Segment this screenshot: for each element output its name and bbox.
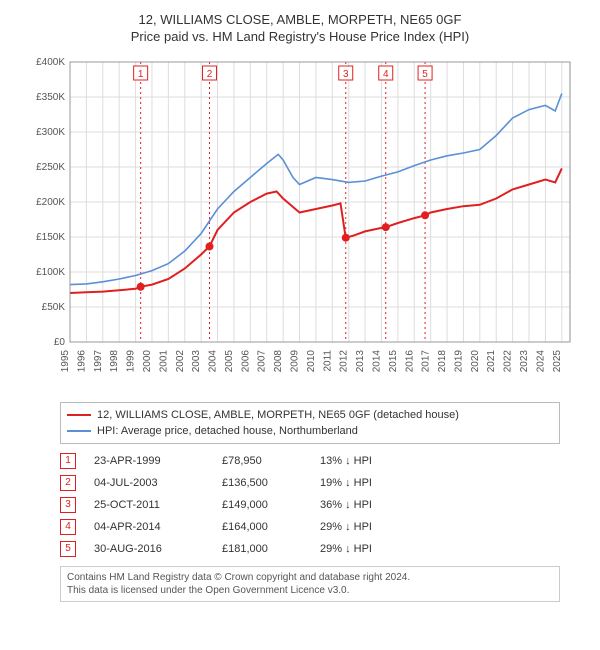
svg-text:5: 5 bbox=[422, 69, 428, 80]
transaction-date: 25-OCT-2011 bbox=[94, 494, 204, 516]
transaction-row: 3 25-OCT-2011 £149,000 36% ↓ HPI bbox=[60, 494, 560, 516]
svg-text:£150K: £150K bbox=[36, 232, 65, 243]
svg-text:1999: 1999 bbox=[126, 350, 137, 373]
transaction-date: 30-AUG-2016 bbox=[94, 538, 204, 560]
transaction-price: £164,000 bbox=[222, 516, 302, 538]
svg-text:£250K: £250K bbox=[36, 162, 65, 173]
svg-text:2002: 2002 bbox=[175, 350, 186, 373]
svg-text:2001: 2001 bbox=[158, 350, 169, 373]
svg-text:£200K: £200K bbox=[36, 197, 65, 208]
svg-text:2016: 2016 bbox=[404, 350, 415, 373]
svg-text:2019: 2019 bbox=[453, 350, 464, 373]
transaction-hpi: 13% ↓ HPI bbox=[320, 450, 420, 472]
svg-text:1997: 1997 bbox=[93, 350, 104, 373]
svg-text:4: 4 bbox=[383, 69, 389, 80]
svg-text:1998: 1998 bbox=[109, 350, 120, 373]
transaction-date: 23-APR-1999 bbox=[94, 450, 204, 472]
legend-swatch bbox=[67, 414, 91, 416]
svg-text:£50K: £50K bbox=[42, 302, 66, 313]
svg-text:2010: 2010 bbox=[306, 350, 317, 373]
svg-text:£0: £0 bbox=[54, 337, 66, 348]
transaction-table: 1 23-APR-1999 £78,950 13% ↓ HPI 2 04-JUL-2003… bbox=[60, 450, 560, 560]
transaction-hpi: 29% ↓ HPI bbox=[320, 538, 420, 560]
transaction-date: 04-APR-2014 bbox=[94, 516, 204, 538]
svg-text:2003: 2003 bbox=[191, 350, 202, 373]
legend-label: 12, WILLIAMS CLOSE, AMBLE, MORPETH, NE65… bbox=[97, 407, 459, 423]
svg-text:2005: 2005 bbox=[224, 350, 235, 373]
chart-title-line2: Price paid vs. HM Land Registry's House … bbox=[10, 29, 590, 44]
svg-text:2007: 2007 bbox=[257, 350, 268, 373]
chart-title-line1: 12, WILLIAMS CLOSE, AMBLE, MORPETH, NE65… bbox=[10, 12, 590, 27]
svg-text:2024: 2024 bbox=[535, 350, 546, 373]
transaction-marker: 1 bbox=[60, 453, 76, 469]
transaction-price: £149,000 bbox=[222, 494, 302, 516]
svg-text:1: 1 bbox=[138, 69, 144, 80]
footer-line2: This data is licensed under the Open Gov… bbox=[67, 584, 553, 597]
svg-text:2014: 2014 bbox=[371, 350, 382, 373]
sale-marker-2 bbox=[206, 242, 214, 250]
price-chart: £0 £50K £100K £150K £200K £250K £300K £350K £400… bbox=[20, 52, 580, 392]
transaction-marker: 2 bbox=[60, 475, 76, 491]
legend-swatch bbox=[67, 430, 91, 432]
svg-text:1995: 1995 bbox=[60, 350, 71, 373]
svg-text:2008: 2008 bbox=[273, 350, 284, 373]
svg-text:2025: 2025 bbox=[552, 350, 563, 373]
transaction-price: £181,000 bbox=[222, 538, 302, 560]
svg-text:2017: 2017 bbox=[421, 350, 432, 373]
transaction-date: 04-JUL-2003 bbox=[94, 472, 204, 494]
svg-text:3: 3 bbox=[343, 69, 349, 80]
sale-marker-4 bbox=[382, 223, 390, 231]
sale-marker-3 bbox=[342, 234, 350, 242]
sale-marker-1 bbox=[137, 283, 145, 291]
svg-text:£100K: £100K bbox=[36, 267, 65, 278]
svg-text:2012: 2012 bbox=[339, 350, 350, 373]
transaction-row: 2 04-JUL-2003 £136,500 19% ↓ HPI bbox=[60, 472, 560, 494]
svg-text:2006: 2006 bbox=[240, 350, 251, 373]
svg-text:1996: 1996 bbox=[76, 350, 87, 373]
chart-svg: £0 £50K £100K £150K £200K £250K £300K £350K £400… bbox=[20, 52, 580, 392]
transaction-hpi: 19% ↓ HPI bbox=[320, 472, 420, 494]
legend-item: HPI: Average price, detached house, Nort… bbox=[67, 423, 553, 439]
svg-text:2013: 2013 bbox=[355, 350, 366, 373]
transaction-row: 1 23-APR-1999 £78,950 13% ↓ HPI bbox=[60, 450, 560, 472]
svg-text:2015: 2015 bbox=[388, 350, 399, 373]
svg-text:2: 2 bbox=[207, 69, 213, 80]
legend-item: 12, WILLIAMS CLOSE, AMBLE, MORPETH, NE65… bbox=[67, 407, 553, 423]
svg-text:2020: 2020 bbox=[470, 350, 481, 373]
transaction-row: 5 30-AUG-2016 £181,000 29% ↓ HPI bbox=[60, 538, 560, 560]
transaction-hpi: 36% ↓ HPI bbox=[320, 494, 420, 516]
transaction-marker: 4 bbox=[60, 519, 76, 535]
transaction-marker: 3 bbox=[60, 497, 76, 513]
footer-attribution: Contains HM Land Registry data © Crown c… bbox=[60, 566, 560, 602]
footer-line1: Contains HM Land Registry data © Crown c… bbox=[67, 571, 553, 584]
legend-label: HPI: Average price, detached house, Nort… bbox=[97, 423, 358, 439]
svg-text:2011: 2011 bbox=[322, 350, 333, 372]
svg-text:2018: 2018 bbox=[437, 350, 448, 373]
transaction-marker: 5 bbox=[60, 541, 76, 557]
svg-text:2004: 2004 bbox=[208, 350, 219, 373]
transaction-hpi: 29% ↓ HPI bbox=[320, 516, 420, 538]
transaction-price: £136,500 bbox=[222, 472, 302, 494]
svg-text:£300K: £300K bbox=[36, 127, 65, 138]
svg-text:£400K: £400K bbox=[36, 57, 65, 68]
svg-text:2021: 2021 bbox=[486, 350, 497, 373]
transaction-price: £78,950 bbox=[222, 450, 302, 472]
legend: 12, WILLIAMS CLOSE, AMBLE, MORPETH, NE65… bbox=[60, 402, 560, 444]
transaction-row: 4 04-APR-2014 £164,000 29% ↓ HPI bbox=[60, 516, 560, 538]
svg-text:2022: 2022 bbox=[503, 350, 514, 373]
sale-marker-5 bbox=[421, 211, 429, 219]
svg-text:2023: 2023 bbox=[519, 350, 530, 373]
svg-text:£350K: £350K bbox=[36, 92, 65, 103]
svg-text:2009: 2009 bbox=[290, 350, 301, 373]
svg-text:2000: 2000 bbox=[142, 350, 153, 373]
